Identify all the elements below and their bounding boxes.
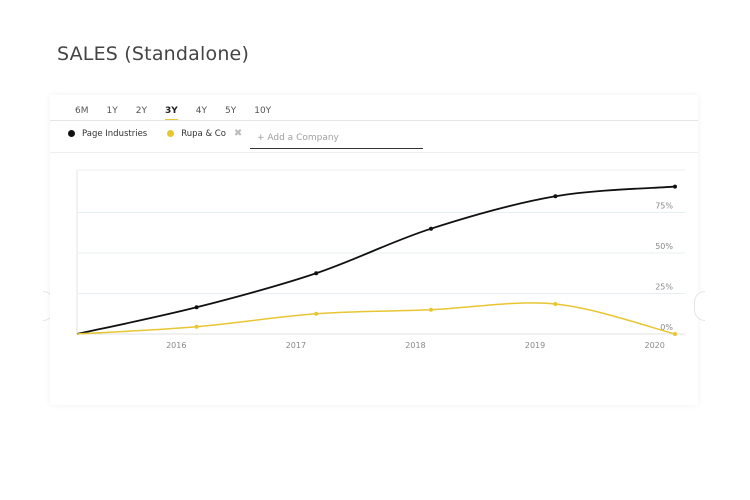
legend-dot-icon [68, 130, 75, 137]
series-line-rupa-co [76, 302, 676, 335]
tab-4y[interactable]: 4Y [195, 106, 207, 116]
series-line-page-industries [76, 185, 676, 335]
legend: Page Industries Rupa & Co ✖ [68, 128, 262, 139]
tabs-divider [50, 120, 698, 121]
x-tick-label: 2017 [286, 341, 306, 350]
page-title: SALES (Standalone) [57, 43, 250, 65]
y-tick-label: 0% [660, 323, 673, 332]
data-point-page-industries [673, 184, 677, 189]
x-tick-label: 2018 [405, 341, 425, 350]
y-tick-label: 25% [655, 283, 673, 292]
legend-label: Page Industries [82, 128, 148, 139]
x-tick-label: 2020 [644, 341, 664, 350]
tab-5y[interactable]: 5Y [224, 106, 237, 116]
legend-item-page-industries: Page Industries [68, 129, 147, 139]
y-tick-label: 75% [655, 202, 673, 211]
tab-10y[interactable]: 10Y [254, 106, 272, 116]
tab-2y[interactable]: 2Y [135, 106, 147, 116]
legend-dot-icon [167, 130, 175, 137]
data-point-rupa-co [194, 324, 199, 329]
data-point-rupa-co [314, 311, 319, 316]
chart-card: 6M 1Y 2Y 3Y 4Y 5Y 10Y Page Industries Ru… [50, 95, 698, 405]
tab-6m[interactable]: 6M [75, 106, 89, 116]
tab-1y[interactable]: 1Y [106, 106, 118, 116]
scroll-right-arrow[interactable] [694, 291, 705, 321]
legend-divider [50, 152, 698, 153]
data-point-rupa-co [429, 307, 434, 312]
data-point-page-industries [314, 271, 319, 276]
data-point-page-industries [429, 226, 434, 231]
chart-canvas: 0% 25% 50% 75% 2016 2017 2018 2019 2020 [76, 169, 685, 350]
data-point-page-industries [194, 305, 199, 310]
legend-label: Rupa & Co [181, 128, 226, 139]
x-tick-label: 2019 [525, 341, 545, 350]
data-point-rupa-co [553, 302, 558, 307]
y-tick-label: 50% [655, 242, 673, 251]
data-point-page-industries [553, 194, 558, 199]
add-company-input[interactable] [250, 128, 423, 149]
x-tick-label: 2016 [166, 341, 186, 350]
data-point-rupa-co [673, 332, 677, 336]
close-icon[interactable]: ✖ [233, 128, 243, 139]
legend-item-rupa-co: Rupa & Co ✖ [167, 128, 242, 139]
